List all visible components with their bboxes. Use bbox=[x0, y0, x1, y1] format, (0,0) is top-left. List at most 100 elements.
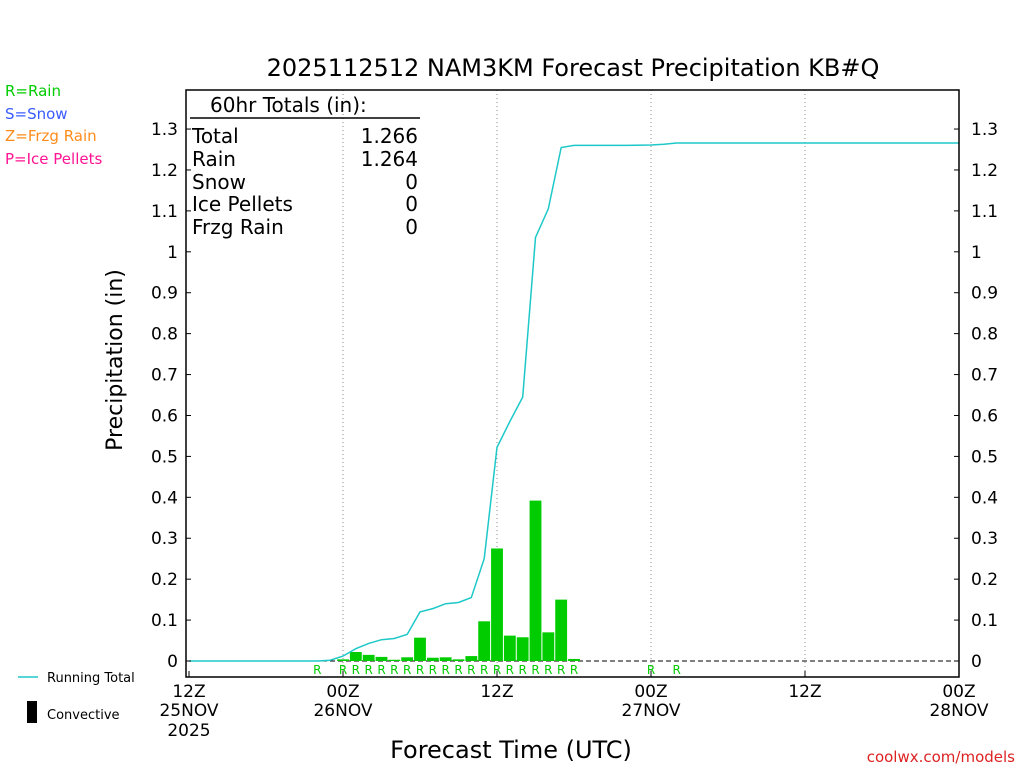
rain-bar bbox=[439, 657, 452, 661]
rain-bar bbox=[555, 599, 568, 661]
rain-bar bbox=[426, 657, 439, 661]
totals-label-total: Total bbox=[191, 124, 239, 148]
legend-frzg-rain: Z=Frzg Rain bbox=[5, 127, 97, 145]
x-tick-date: 27NOV bbox=[621, 701, 680, 721]
totals-label-snow: Snow bbox=[192, 170, 246, 194]
y-tick-label-right: 0.1 bbox=[971, 611, 998, 631]
ptype-marker: R bbox=[467, 663, 475, 677]
totals-label-ice-pellets: Ice Pellets bbox=[192, 192, 293, 216]
grid-layer bbox=[186, 90, 959, 677]
bars-layer bbox=[337, 500, 580, 661]
totals-header: 60hr Totals (in): bbox=[210, 93, 367, 117]
ptype-marker: R bbox=[454, 663, 462, 677]
rain-bar bbox=[452, 659, 465, 661]
y-tick-label-left: 0.5 bbox=[151, 447, 178, 467]
y-axis-label: Precipitation (in) bbox=[103, 269, 128, 451]
bottom-legend: Running Total Convective bbox=[18, 671, 135, 723]
y-tick-label-left: 0.8 bbox=[151, 325, 178, 345]
x-tick-year: 2025 bbox=[167, 721, 210, 741]
x-tick-label: 00Z bbox=[634, 682, 667, 702]
y-tick-label-right: 0.9 bbox=[971, 284, 998, 304]
ptype-marker: R bbox=[441, 663, 449, 677]
rain-bar bbox=[529, 500, 542, 661]
rain-bar bbox=[349, 651, 362, 661]
ptype-marker: R bbox=[377, 663, 385, 677]
line-layer bbox=[189, 142, 959, 662]
totals-value-ice-pellets: 0 bbox=[405, 192, 418, 216]
ptype-marker: R bbox=[672, 663, 680, 677]
y-tick-label-left: 0 bbox=[167, 652, 178, 672]
y-tick-label-right: 0.7 bbox=[971, 366, 998, 386]
rain-bar bbox=[491, 548, 503, 661]
ptype-marker: R bbox=[493, 663, 501, 677]
totals-value-total: 1.266 bbox=[361, 124, 418, 148]
totals-value-snow: 0 bbox=[405, 170, 418, 194]
x-axis-label: Forecast Time (UTC) bbox=[390, 736, 632, 764]
ptype-marker: R bbox=[557, 663, 565, 677]
totals-box: 60hr Totals (in): Total 1.266 Rain 1.264… bbox=[190, 93, 420, 239]
ticks-layer: 0 00.1 0.10.2 0.20.3 0.30.4 0.40.5 0.50.6 0.60.… bbox=[151, 120, 998, 741]
ptype-marker: R bbox=[531, 663, 539, 677]
y-tick-label-right: 0.3 bbox=[971, 529, 998, 549]
y-tick-label-right: 0.5 bbox=[971, 447, 998, 467]
ptype-marker: R bbox=[339, 663, 347, 677]
rain-bar bbox=[516, 637, 529, 661]
y-tick-label-left: 1.3 bbox=[151, 120, 178, 140]
credit-text: coolwx.com/models bbox=[867, 748, 1015, 766]
rain-bar bbox=[401, 657, 414, 661]
y-tick-label-left: 1.2 bbox=[151, 161, 178, 181]
legend-rain: R=Rain bbox=[5, 82, 61, 100]
ptype-marker: R bbox=[429, 663, 437, 677]
y-tick-label-left: 0.9 bbox=[151, 284, 178, 304]
ptype-marker: R bbox=[352, 663, 360, 677]
rain-bar bbox=[414, 637, 426, 661]
rain-bar bbox=[542, 632, 555, 661]
y-tick-label-right: 0.4 bbox=[971, 488, 998, 508]
y-tick-label-left: 1 bbox=[167, 243, 178, 263]
y-tick-label-right: 1.1 bbox=[971, 202, 998, 222]
y-tick-label-left: 1.1 bbox=[151, 202, 178, 222]
rain-bar bbox=[362, 654, 375, 661]
ptype-legend: R=Rain S=Snow Z=Frzg Rain P=Ice Pellets bbox=[5, 82, 102, 168]
totals-label-rain: Rain bbox=[192, 147, 236, 171]
y-tick-label-left: 0.3 bbox=[151, 529, 178, 549]
y-tick-label-right: 0.2 bbox=[971, 570, 998, 590]
running-total-legend-label: Running Total bbox=[47, 671, 135, 686]
x-tick-label: 12Z bbox=[480, 682, 513, 702]
y-tick-label-left: 0.1 bbox=[151, 611, 178, 631]
ptype-marker: R bbox=[506, 663, 514, 677]
x-tick-date: 28NOV bbox=[929, 701, 988, 721]
x-tick-label: 00Z bbox=[942, 682, 975, 702]
y-tick-label-right: 1.2 bbox=[971, 161, 998, 181]
ptype-marker: R bbox=[416, 663, 424, 677]
rain-bar bbox=[337, 659, 349, 661]
ptype-marker: R bbox=[390, 663, 398, 677]
rain-bar bbox=[568, 658, 580, 661]
rain-bar bbox=[465, 656, 478, 661]
ptype-marker: R bbox=[480, 663, 488, 677]
x-tick-date: 26NOV bbox=[313, 701, 372, 721]
totals-value-rain: 1.264 bbox=[361, 147, 418, 171]
rain-bar bbox=[478, 621, 491, 661]
legend-snow: S=Snow bbox=[5, 105, 68, 123]
x-tick-date: 25NOV bbox=[159, 701, 218, 721]
rain-bar bbox=[388, 659, 401, 661]
totals-label-frzg-rain: Frzg Rain bbox=[192, 215, 284, 239]
ptype-marker: R bbox=[647, 663, 655, 677]
y-tick-label-left: 0.7 bbox=[151, 366, 178, 386]
y-tick-label-right: 1.3 bbox=[971, 120, 998, 140]
chart-title: 2025112512 NAM3KM Forecast Precipitation… bbox=[267, 54, 880, 82]
convective-legend-label: Convective bbox=[47, 708, 120, 723]
x-tick-label: 00Z bbox=[326, 682, 359, 702]
ptype-marker: R bbox=[364, 663, 372, 677]
totals-value-frzg-rain: 0 bbox=[405, 215, 418, 239]
convective-swatch bbox=[27, 701, 37, 723]
y-tick-label-left: 0.6 bbox=[151, 406, 178, 426]
y-tick-label-left: 0.2 bbox=[151, 570, 178, 590]
ptype-marker: R bbox=[313, 663, 321, 677]
rain-bar bbox=[503, 635, 516, 661]
ptype-marker: R bbox=[570, 663, 578, 677]
y-tick-label-right: 1 bbox=[971, 243, 982, 263]
